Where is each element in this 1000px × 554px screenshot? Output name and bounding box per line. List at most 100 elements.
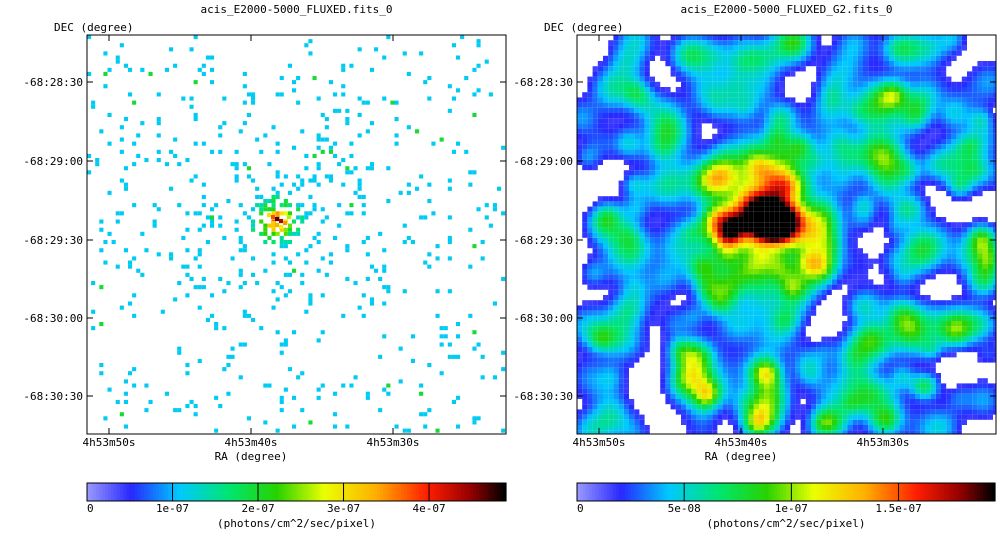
- image-pixel: [774, 107, 780, 113]
- image-pixel: [821, 211, 827, 217]
- colorbar-segment: [437, 483, 441, 501]
- image-pixel: [769, 118, 775, 124]
- image-pixel: [263, 420, 268, 425]
- image-pixel: [800, 159, 806, 165]
- image-pixel: [722, 336, 728, 342]
- image-pixel: [847, 206, 853, 212]
- image-pixel: [805, 185, 811, 191]
- image-pixel: [681, 180, 687, 186]
- image-pixel: [722, 310, 728, 316]
- image-pixel: [205, 317, 210, 322]
- image-pixel: [649, 170, 655, 176]
- image-pixel: [623, 196, 629, 202]
- image-pixel: [333, 424, 338, 429]
- image-pixel: [727, 404, 733, 410]
- image-pixel: [686, 170, 692, 176]
- image-pixel: [831, 165, 837, 171]
- image-pixel: [743, 217, 749, 223]
- image-pixel: [577, 331, 583, 337]
- image-pixel: [701, 71, 707, 77]
- image-pixel: [831, 227, 837, 233]
- image-pixel: [785, 300, 791, 306]
- image-pixel: [800, 61, 806, 67]
- image-pixel: [592, 378, 598, 384]
- image-pixel: [639, 102, 645, 108]
- image-pixel: [649, 237, 655, 243]
- image-pixel: [811, 113, 817, 119]
- image-pixel: [238, 342, 243, 347]
- image-pixel: [878, 404, 884, 410]
- image-pixel: [811, 269, 817, 275]
- image-pixel: [738, 357, 744, 363]
- image-pixel: [764, 61, 770, 67]
- image-pixel: [644, 133, 650, 139]
- image-pixel: [821, 383, 827, 389]
- image-pixel: [644, 232, 650, 238]
- image-pixel: [271, 203, 276, 208]
- image-pixel: [842, 66, 848, 72]
- image-pixel: [623, 274, 629, 280]
- image-pixel: [629, 97, 635, 103]
- image-pixel: [842, 399, 848, 405]
- image-pixel: [675, 61, 681, 67]
- image-pixel: [587, 393, 593, 399]
- image-pixel: [696, 388, 702, 394]
- image-pixel: [259, 194, 264, 199]
- colorbar-segment: [140, 483, 145, 501]
- image-pixel: [123, 182, 128, 187]
- image-pixel: [769, 149, 775, 155]
- image-pixel: [733, 347, 739, 353]
- image-pixel: [686, 40, 692, 46]
- image-pixel: [764, 206, 770, 212]
- image-pixel: [852, 321, 858, 327]
- image-pixel: [831, 279, 837, 285]
- image-pixel: [733, 274, 739, 280]
- image-pixel: [727, 87, 733, 93]
- image-pixel: [634, 159, 640, 165]
- image-pixel: [660, 217, 666, 223]
- image-pixel: [826, 55, 832, 61]
- image-pixel: [259, 231, 264, 236]
- image-pixel: [883, 40, 889, 46]
- image-pixel: [275, 428, 280, 433]
- image-pixel: [805, 217, 811, 223]
- image-pixel: [727, 274, 733, 280]
- image-pixel: [826, 425, 832, 431]
- image-pixel: [857, 66, 863, 72]
- image-pixel: [852, 331, 858, 337]
- image-pixel: [649, 269, 655, 275]
- image-pixel: [696, 409, 702, 415]
- image-pixel: [665, 149, 671, 155]
- image-pixel: [655, 139, 661, 145]
- image-pixel: [811, 399, 817, 405]
- image-pixel: [831, 66, 837, 72]
- image-pixel: [597, 196, 603, 202]
- image-pixel: [670, 284, 676, 290]
- image-pixel: [738, 170, 744, 176]
- image-pixel: [675, 274, 681, 280]
- image-pixel: [597, 341, 603, 347]
- image-pixel: [753, 383, 759, 389]
- image-pixel: [649, 315, 655, 321]
- image-pixel: [649, 133, 655, 139]
- image-pixel: [222, 96, 227, 101]
- image-pixel: [774, 409, 780, 415]
- image-pixel: [821, 180, 827, 186]
- image-pixel: [675, 97, 681, 103]
- image-pixel: [623, 425, 629, 431]
- image-pixel: [707, 289, 713, 295]
- image-pixel: [587, 159, 593, 165]
- image-pixel: [349, 211, 354, 216]
- image-pixel: [769, 113, 775, 119]
- image-pixel: [655, 149, 661, 155]
- image-pixel: [790, 165, 796, 171]
- image-pixel: [790, 97, 796, 103]
- image-pixel: [738, 40, 744, 46]
- image-pixel: [582, 414, 588, 420]
- image-pixel: [99, 129, 104, 134]
- image-pixel: [128, 264, 133, 269]
- image-pixel: [774, 113, 780, 119]
- image-pixel: [279, 203, 284, 208]
- image-pixel: [852, 165, 858, 171]
- image-pixel: [691, 87, 697, 93]
